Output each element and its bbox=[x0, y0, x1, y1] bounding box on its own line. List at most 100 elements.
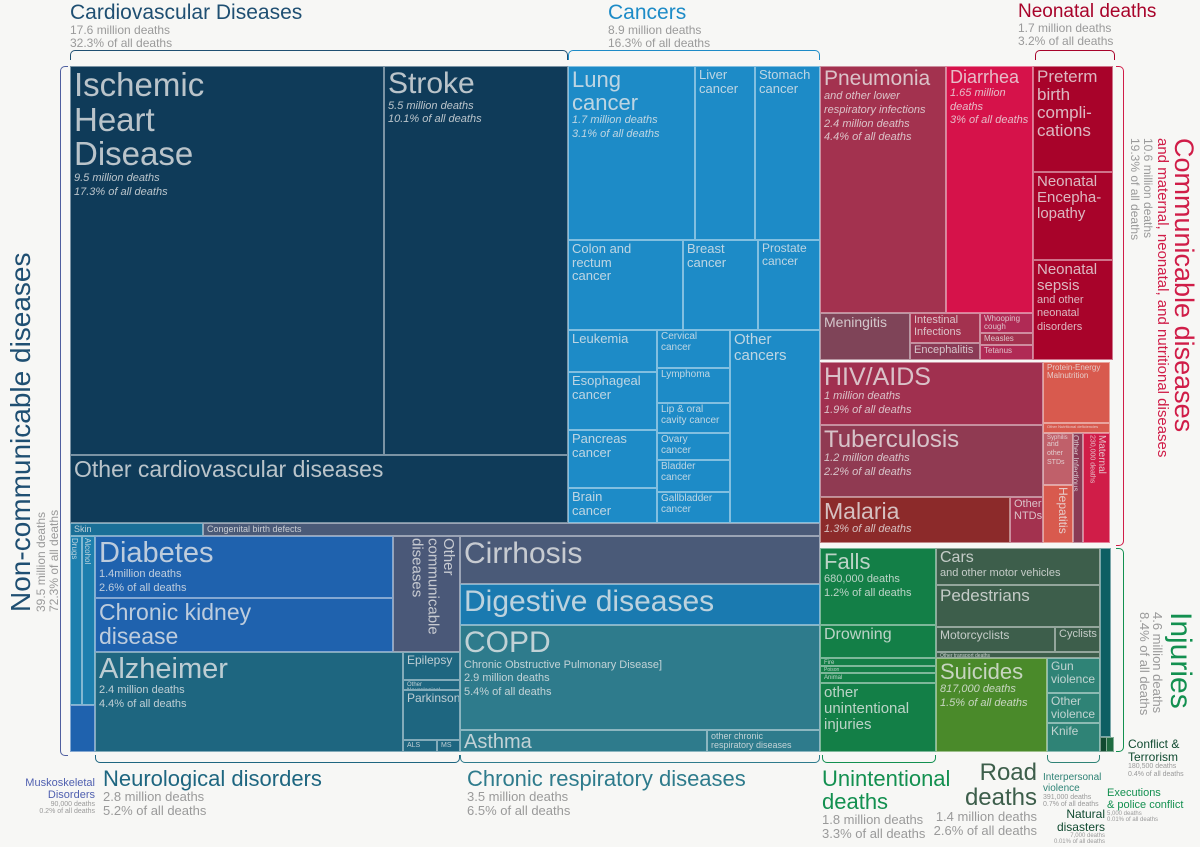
group-title: Executions & police conflict bbox=[1107, 787, 1184, 811]
cell-label: Cervical cancer bbox=[661, 331, 698, 353]
cell-label: Parkinson bbox=[407, 691, 460, 705]
group-title: Interpersonal violence bbox=[1043, 772, 1102, 794]
group-title: Neurological disorders bbox=[103, 766, 322, 791]
treemap-cell-hepatitis: Hepatitis bbox=[1043, 485, 1073, 543]
group-bracket bbox=[568, 50, 820, 60]
cell-stat: Chronic Obstructive Pulmonary Disease] bbox=[464, 658, 663, 671]
treemap-cell-otherviolence: Other violence bbox=[1047, 693, 1100, 723]
treemap-cell-otherunint: other unintentional injuries bbox=[820, 683, 936, 752]
cell-label: Protein-Energy Malnutrition bbox=[1047, 363, 1101, 381]
group-stat: 3.3% of all deaths bbox=[822, 825, 926, 841]
cell-label: Brain cancer bbox=[572, 489, 612, 518]
cell-label: Suicides bbox=[940, 659, 1024, 684]
cell-label: Liver cancer bbox=[699, 67, 739, 96]
cell-label: Animal bbox=[824, 675, 843, 681]
group-label-communicable: Communicable diseases and maternal, neona… bbox=[1128, 138, 1199, 457]
cell-stat: and other neonatal disorders bbox=[1037, 293, 1084, 334]
treemap-cell-gallbladder: Gallbladder cancer bbox=[657, 492, 730, 523]
group-stat: 7,000 deaths bbox=[1070, 833, 1105, 840]
treemap-cell-othercardio: Other cardiovascular diseases bbox=[70, 455, 568, 523]
cell-stat: 3.1% of all deaths bbox=[572, 127, 660, 140]
cell-label: Lymphoma bbox=[661, 369, 711, 380]
group-stat: 1.4 million deaths bbox=[935, 809, 1037, 825]
group-title: Conflict & Terrorism bbox=[1128, 737, 1180, 764]
group-stat: 16.3% of all deaths bbox=[608, 35, 711, 50]
cell-label: Tetanus bbox=[984, 346, 1013, 355]
treemap-cell-ckd: Chronic kidney disease bbox=[95, 598, 393, 652]
group-stat: 3.2% of all deaths bbox=[1018, 33, 1114, 48]
treemap-cell-fire: Fire bbox=[820, 658, 936, 666]
group-stat: 8.9 million deaths bbox=[608, 23, 702, 38]
group-label-musculo: Muskoskeletal Disorders 90,000 deaths 0.2%… bbox=[25, 777, 95, 816]
treemap-cell-als: ALS bbox=[403, 740, 437, 752]
group-stat: 17.6 million deaths bbox=[70, 23, 171, 38]
treemap-cell-gun: Gun violence bbox=[1047, 658, 1100, 693]
cell-label: Lung cancer bbox=[572, 67, 639, 116]
group-stat: 72.3% of all deaths bbox=[46, 509, 61, 612]
cell-label: Other violence bbox=[1051, 694, 1096, 721]
treemap-cell-hiv: HIV/AIDS 1 million deaths 1.9% of all deat… bbox=[820, 362, 1043, 425]
group-bracket bbox=[822, 755, 936, 763]
cell-label: Esophageal cancer bbox=[572, 373, 641, 402]
group-stat: 32.3% of all deaths bbox=[70, 35, 173, 50]
cell-stat: 1.3% of all deaths bbox=[824, 523, 912, 536]
cell-stat: 230,000 deaths bbox=[1088, 435, 1096, 484]
treemap-cell-protein: Protein-Energy Malnutrition bbox=[1043, 362, 1110, 423]
treemap-cell-measles: Measles bbox=[980, 333, 1033, 345]
treemap-cell-conflictcell bbox=[1100, 548, 1111, 737]
group-title: Injuries bbox=[1164, 612, 1197, 709]
group-label-injuries: Injuries 4.6 million deaths 8.4% of all de… bbox=[1137, 612, 1197, 715]
cell-stat: 1.5% of all deaths bbox=[940, 696, 1028, 709]
cell-stat: 4.4% of all deaths bbox=[824, 131, 912, 144]
cell-label: Digestive diseases bbox=[464, 585, 715, 618]
cell-stat: 3% of all deaths bbox=[950, 114, 1029, 127]
cell-stat: and other STDs bbox=[1047, 441, 1065, 466]
treemap-cell-falls: Falls 680,000 deaths 1.2% of all deaths bbox=[820, 548, 936, 625]
treemap-cell-execcell bbox=[1106, 737, 1114, 752]
treemap-cell-tetanus: Tetanus bbox=[980, 345, 1033, 360]
treemap-cell-malaria: Malaria 1.3% of all deaths bbox=[820, 497, 1010, 543]
cell-label: Alcohol bbox=[83, 538, 92, 565]
cell-label: Congenital birth defects bbox=[207, 524, 302, 534]
group-stat: 0.7% of all deaths bbox=[1043, 801, 1099, 809]
group-stat: 6.5% of all deaths bbox=[467, 802, 571, 818]
cell-label: HIV/AIDS bbox=[824, 363, 931, 391]
cell-label: MS bbox=[441, 742, 452, 749]
treemap-cell-cyclists: Cyclists bbox=[1055, 627, 1100, 652]
cell-label: Ischemic Heart Disease bbox=[74, 66, 205, 173]
cell-stat: 17.3% of all deaths bbox=[74, 185, 168, 198]
treemap-cell-encephalitis: Encephalitis bbox=[910, 343, 980, 360]
cell-label: Stroke bbox=[388, 67, 475, 100]
group-stat: 2.6% of all deaths bbox=[933, 823, 1037, 839]
treemap-cell-drowning: Drowning bbox=[820, 625, 936, 658]
treemap-cell-sepsis: Neonatal sepsis and other neonatal disord… bbox=[1033, 260, 1113, 360]
group-stat: 90,000 deaths bbox=[50, 801, 95, 809]
treemap-cell-leukemia: Leukemia bbox=[568, 330, 657, 372]
cell-label: Ovary cancer bbox=[661, 434, 692, 456]
group-label-cardio: Cardiovascular Diseases 17.6 million deat… bbox=[70, 1, 302, 50]
treemap-cell-otherresp: other chronic respiratory diseases bbox=[707, 730, 820, 752]
group-stat: 3.5 million deaths bbox=[467, 789, 569, 805]
treemap-cell-brain: Brain cancer bbox=[568, 488, 657, 523]
treemap-cell-tb: Tuberculosis 1.2 million deaths 2.2% of al… bbox=[820, 425, 1043, 497]
cell-label: Fire bbox=[824, 660, 835, 666]
cell-label: Cirrhosis bbox=[464, 537, 583, 570]
cell-label: other unintentional injuries bbox=[824, 684, 910, 733]
treemap-cell-ovary: Ovary cancer bbox=[657, 433, 730, 460]
cell-label: Falls bbox=[824, 549, 871, 574]
cell-stat: 1.2 million deaths bbox=[824, 452, 910, 465]
group-stat: 19.3% of all deaths bbox=[1128, 138, 1143, 241]
treemap-cell-stroke: Stroke 5.5 million deaths 10.1% of all dea… bbox=[384, 66, 568, 455]
treemap-cell-animal: Animal bbox=[820, 673, 936, 683]
cell-label: Colon and rectum cancer bbox=[572, 241, 632, 284]
group-bracket bbox=[1035, 50, 1115, 60]
group-bracket bbox=[60, 66, 68, 756]
treemap-cell-esophageal: Esophageal cancer bbox=[568, 372, 657, 430]
treemap-cell-othernc: Other communicable diseases bbox=[393, 536, 460, 652]
treemap-cell-stomach: Stomach cancer bbox=[755, 66, 820, 240]
treemap-cell-poison: Poison bbox=[820, 666, 936, 673]
treemap-cell-syphilis: Syphilis and other STDs bbox=[1043, 433, 1073, 485]
cell-label: Other Infectious bbox=[1073, 435, 1080, 492]
cell-label: Knife bbox=[1051, 724, 1079, 738]
group-label-conflict: Conflict & Terrorism 180,500 deaths 0.4% o… bbox=[1128, 738, 1184, 778]
